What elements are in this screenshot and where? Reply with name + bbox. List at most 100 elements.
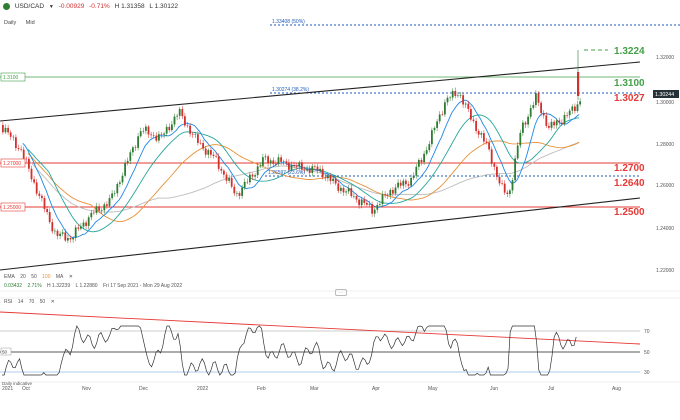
candle [90,212,93,218]
range-change-pct: 2.71% [27,283,42,289]
candle [25,158,28,160]
candle [59,233,61,236]
candle [368,204,371,205]
candle [347,188,350,192]
candle [269,160,272,164]
candle [204,148,207,155]
ema-label: EMA [4,274,15,280]
ma-label: MA [55,274,64,280]
candle [241,187,243,196]
candle [51,222,54,232]
candle [555,120,558,126]
candle [230,178,233,187]
lower-channel-line[interactable] [0,197,641,271]
chevron-down-icon[interactable]: ▼ [48,4,54,10]
candle [340,187,342,191]
candle [493,163,496,167]
candle [275,163,277,165]
ma-line [27,141,580,213]
timeframe-selector[interactable]: Daily [4,20,17,26]
symbol-label[interactable]: USD/CAD [14,3,45,10]
candle [345,191,347,193]
candle [402,180,405,186]
candle [262,157,264,166]
candle [233,186,236,194]
candle [98,206,100,211]
candle [181,108,184,117]
candle [311,166,314,173]
candle [129,152,132,161]
candle [28,158,30,169]
candle [576,104,579,111]
candle [93,212,95,214]
rsi-param-50: 50 [39,299,46,305]
candle [321,168,324,178]
fib-50-label: 1.33408 (50%) [272,19,305,25]
candle [384,194,386,196]
candle [202,143,204,149]
annotation-13224: 1.3224 [614,46,645,57]
high-value: H 1.31358 [114,3,145,10]
candle [134,147,137,148]
candle [249,174,251,183]
candle [376,204,379,210]
candle [2,125,4,133]
current-price-value: 1.30244 [655,92,674,98]
candle [168,126,171,131]
candle [524,122,527,125]
candlestick-series[interactable] [2,50,581,244]
range-change: 0.03432 [4,283,23,289]
candle [30,168,33,180]
candle [173,116,176,125]
candle [197,134,199,143]
candle [191,133,194,135]
price-type-selector[interactable]: Mid [25,20,35,26]
y-tick: 1.30000 [656,100,674,106]
left-tag-13100: 1.3100 [3,75,19,81]
candle [451,90,454,98]
rsi-axis: 70 50 30 [644,329,650,376]
candle [22,149,25,159]
candle [282,161,285,162]
candle [108,198,111,206]
x-tick: Jul [548,386,554,392]
candle [366,202,368,205]
ema-legend[interactable]: EMA 20 50 100 MA ✕ [4,274,77,280]
candle [12,136,15,138]
candle [74,227,77,238]
candle [116,183,119,194]
price-axis[interactable]: 1.32000 1.30000 1.28000 1.26000 1.24000 … [656,55,674,274]
candle [457,95,459,97]
candle [537,93,540,103]
candle [171,124,173,131]
candle [82,222,85,227]
candle [342,187,345,193]
candle [254,175,256,177]
candle [386,195,389,196]
rsi-left-tag-50: 50 [2,350,8,355]
close-icon[interactable]: ✕ [50,299,55,305]
upper-channel-line[interactable] [0,61,641,122]
candle [428,144,431,151]
candle [449,97,451,99]
time-axis[interactable]: 2021 Oct Nov Dec 2022 Feb Mar Apr May Ju… [2,386,621,392]
pane-resize-handle[interactable]: ··· [335,289,347,296]
rsi-legend[interactable]: RSI 14 70 50 ✕ [4,299,59,305]
top-bar: USD/CAD ▼ -0.00929 -0.71% H 1.31358 L 1.… [0,0,680,14]
candle [532,105,535,108]
candle [106,204,108,206]
candle [178,108,181,116]
candle [415,166,418,176]
candle [397,182,399,188]
close-icon[interactable]: ✕ [68,274,73,280]
left-level-tag: 1.25000 [0,202,26,212]
candle [462,95,464,105]
candle [194,134,197,135]
rsi-trendline[interactable] [0,311,641,345]
candle [381,194,384,205]
candle [464,103,467,105]
candle [410,178,412,186]
candle [337,183,340,191]
chart-settings: Daily Mid [4,20,43,26]
